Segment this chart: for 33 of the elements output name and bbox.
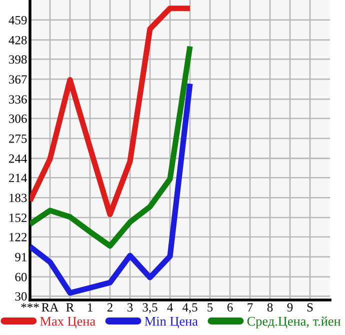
x-tick-label: 4	[167, 303, 173, 312]
x-tick-label: 3,5	[142, 303, 158, 314]
y-tick-label: 183	[10, 194, 27, 202]
x-tick-label: R	[66, 303, 74, 312]
x-tick-label: 1	[88, 303, 92, 312]
legend-label: Max Цена	[40, 316, 96, 328]
y-tick-label: 398	[9, 55, 27, 64]
y-tick-label: 275	[9, 134, 27, 143]
y-tick-label: 214	[9, 174, 28, 182]
y-tick-label: 152	[10, 214, 27, 222]
x-tick-label: ***	[21, 303, 39, 308]
y-tick-label: 367	[9, 75, 27, 84]
x-tick-label: 9	[287, 303, 293, 312]
x-tick-label: 4,5	[182, 303, 198, 314]
x-tick-label: 2	[107, 303, 112, 312]
legend-label: Min Цена	[144, 316, 198, 328]
x-tick-label: RA	[42, 303, 59, 312]
x-tick-label: 6	[227, 303, 233, 312]
y-tick-label: 91	[15, 252, 26, 262]
y-tick-label: 30	[15, 292, 27, 301]
y-tick-label: 306	[9, 114, 27, 123]
y-tick-label: 244	[9, 154, 28, 163]
x-tick-label: S	[307, 303, 313, 312]
y-tick-label: 459	[8, 16, 27, 24]
x-tick-label: 7	[248, 303, 253, 312]
y-tick-label: 122	[10, 232, 27, 242]
x-tick-label: 5	[208, 303, 213, 312]
x-tick-label: 3	[127, 303, 133, 312]
y-tick-label: 428	[8, 36, 27, 44]
x-tick-label: 8	[267, 303, 273, 312]
y-tick-label: 60	[15, 272, 27, 282]
y-tick-label: 336	[9, 95, 27, 104]
legend-label: Сред.Цена, т.йен	[247, 316, 341, 328]
